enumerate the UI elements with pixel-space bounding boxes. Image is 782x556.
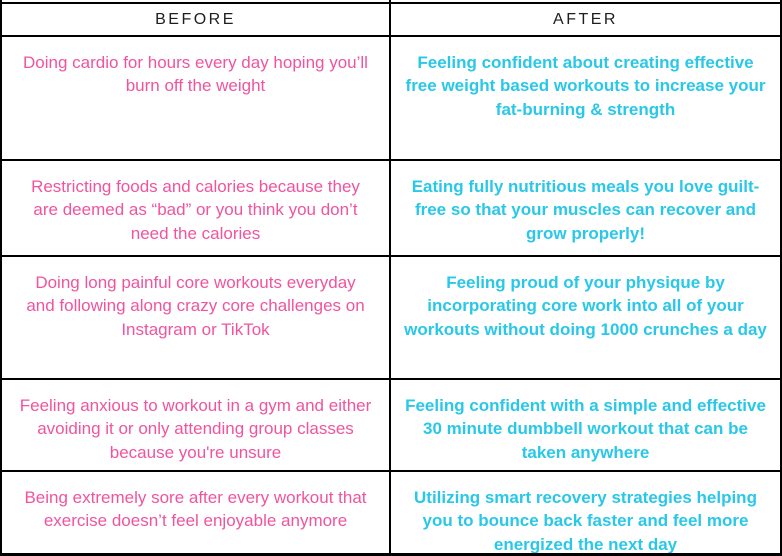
before-text: Feeling anxious to workout in a gym and … [19, 396, 372, 462]
table-row-4-after-cell: Feeling confident with a simple and effe… [391, 380, 780, 472]
before-text: Doing long painful core workouts everyda… [26, 273, 365, 339]
column-header-after: AFTER [391, 4, 780, 37]
table-row-4-before-cell: Feeling anxious to workout in a gym and … [2, 380, 391, 472]
after-text: Eating fully nutritious meals you love g… [411, 177, 760, 243]
before-text: Being extremely sore after every workout… [24, 488, 367, 531]
table-row-2-before-cell: Restricting foods and calories because t… [2, 161, 391, 257]
after-text: Feeling proud of your physique by incorp… [404, 273, 767, 339]
after-text: Feeling confident with a simple and effe… [405, 396, 766, 462]
table-row-3-before-cell: Doing long painful core workouts everyda… [2, 257, 391, 380]
table-top-crop-stub-left [2, 0, 391, 4]
table-row-3-after-cell: Feeling proud of your physique by incorp… [391, 257, 780, 380]
after-text: Feeling confident about creating effecti… [405, 53, 766, 119]
table-row-1-after-cell: Feeling confident about creating effecti… [391, 37, 780, 161]
table-top-crop-stub-right [391, 0, 780, 4]
after-text: Utilizing smart recovery strategies help… [414, 488, 757, 553]
table-row-2-after-cell: Eating fully nutritious meals you love g… [391, 161, 780, 257]
table-row-5-before-cell: Being extremely sore after every workout… [2, 472, 391, 553]
before-text: Doing cardio for hours every day hoping … [23, 53, 368, 96]
table-row-5-after-cell: Utilizing smart recovery strategies help… [391, 472, 780, 553]
table-row-1-before-cell: Doing cardio for hours every day hoping … [2, 37, 391, 161]
column-header-before: BEFORE [2, 4, 391, 37]
before-text: Restricting foods and calories because t… [31, 177, 360, 243]
